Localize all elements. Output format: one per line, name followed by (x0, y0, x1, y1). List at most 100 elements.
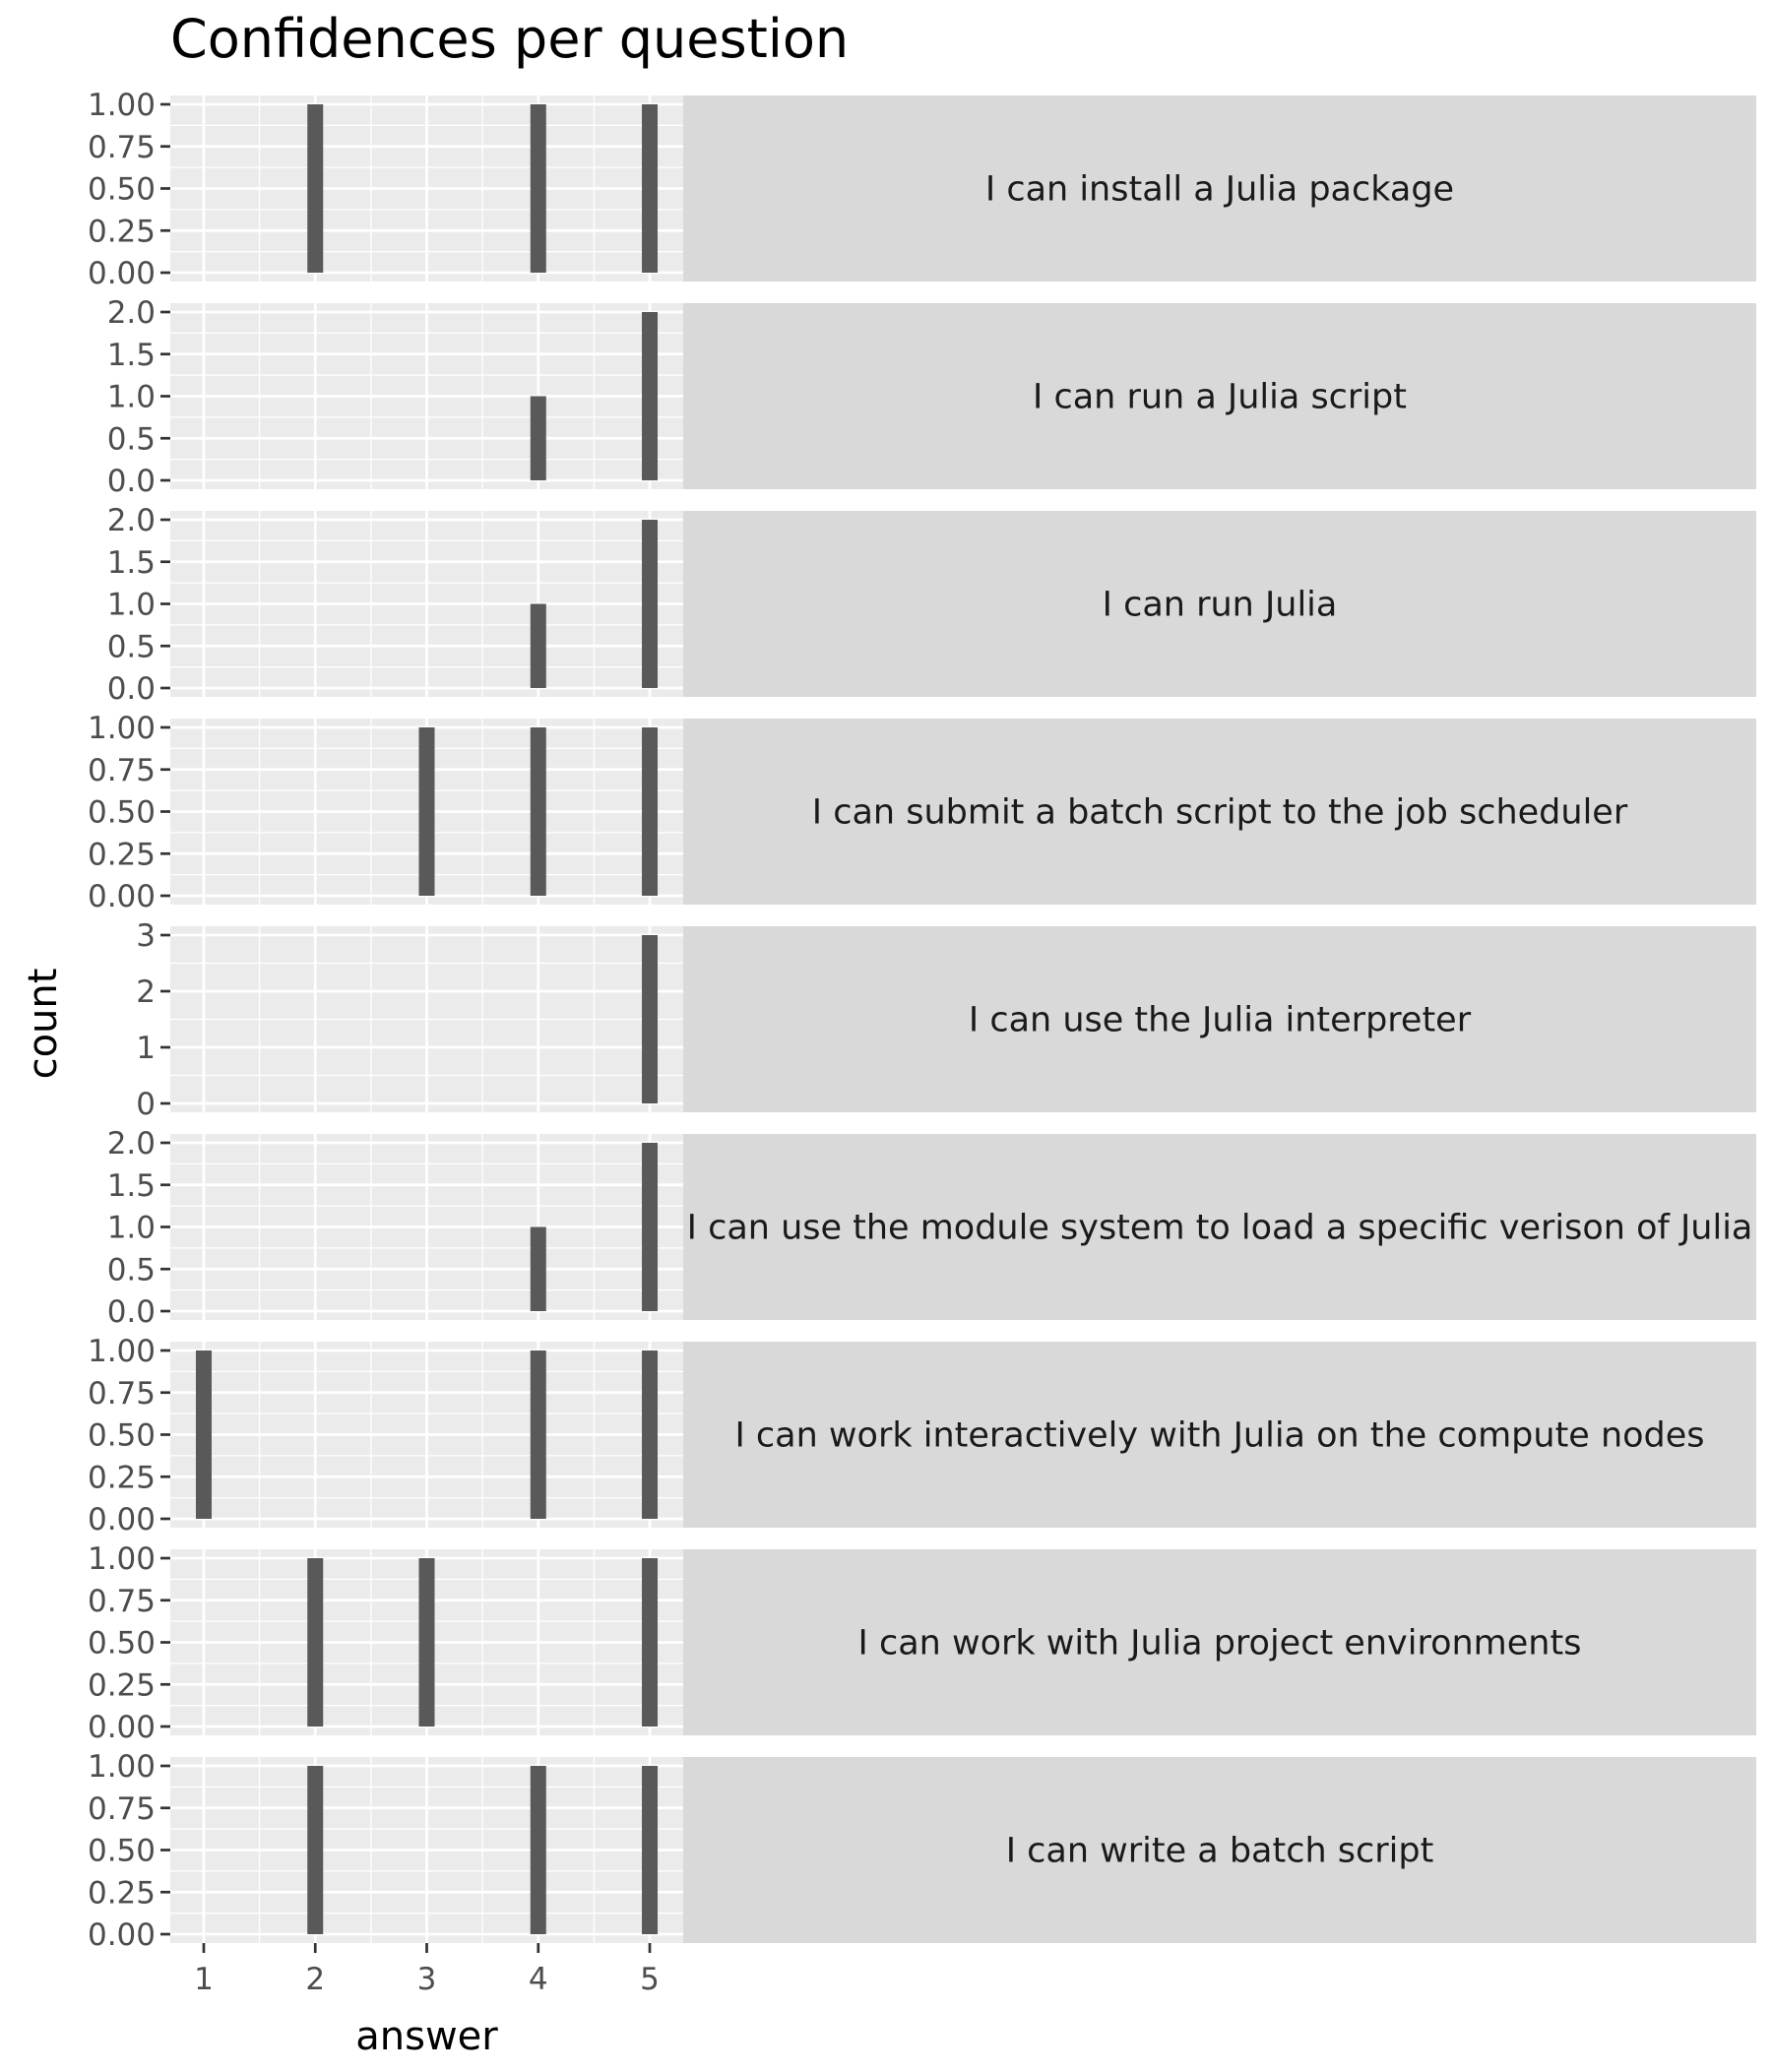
y-tick-label: 0.5 (107, 1252, 156, 1287)
facet-strip-label: I can use the module system to load a sp… (687, 1209, 1753, 1248)
bar (642, 104, 659, 273)
y-tick-label: 0.5 (107, 421, 156, 457)
facet-strip-label: I can run a Julia script (1033, 378, 1407, 417)
y-tick-label: 1.00 (88, 88, 156, 123)
y-tick-label: 1.00 (88, 1334, 156, 1369)
facet-strip-label: I can write a batch script (1006, 1832, 1434, 1871)
y-tick-label: 3 (136, 918, 156, 954)
facet-strip-label: I can work with Julia project environmen… (858, 1624, 1582, 1664)
facet-strip (683, 719, 1756, 905)
y-tick-label: 2 (136, 974, 156, 1010)
y-tick-label: 0.0 (107, 1294, 156, 1330)
bar (530, 603, 546, 688)
y-tick-label: 0.50 (88, 1418, 156, 1454)
bar (642, 1766, 659, 1934)
bar (418, 727, 435, 896)
x-axis: 1 2 3 4 5 (194, 1943, 660, 1997)
x-tick-label: 4 (529, 1962, 548, 1997)
y-tick-label: 1.00 (88, 1541, 156, 1577)
y-tick-label: 0.00 (88, 1710, 156, 1745)
y-tick-label: 1.00 (88, 1749, 156, 1785)
bar (307, 1558, 324, 1727)
y-tick-label: 1.5 (107, 545, 156, 581)
bar (418, 1558, 435, 1727)
y-tick-label: 0.0 (107, 464, 156, 499)
facet-panel: 0.00 0.25 0.50 0.75 1.00 I can write a batch … (88, 1749, 1756, 1953)
y-axis-title: count (21, 969, 66, 1080)
y-tick-label: 0.50 (88, 1626, 156, 1662)
facet-strip (683, 1134, 1756, 1320)
facet-strip-label: I can use the Julia interpreter (969, 1001, 1472, 1040)
y-tick-label: 0.50 (88, 172, 156, 208)
facet-panel: 0.00 0.25 0.50 0.75 1.00 I can submit a batch… (88, 711, 1756, 914)
facet-strip (683, 926, 1756, 1112)
facet-panel: 0 1 2 3 I can use the Julia interpreter (136, 918, 1756, 1122)
x-tick-label: 3 (417, 1962, 437, 1997)
y-tick-label: 0.75 (88, 1791, 156, 1827)
y-tick-label: 1.5 (107, 1168, 156, 1204)
facet-strip-label: I can work interactively with Julia on t… (734, 1416, 1704, 1456)
y-tick-label: 0.50 (88, 795, 156, 831)
y-tick-label: 0.75 (88, 1584, 156, 1619)
bar (642, 727, 659, 896)
bar (530, 1350, 546, 1519)
y-tick-label: 0.25 (88, 1460, 156, 1495)
bar (642, 935, 659, 1103)
y-tick-label: 0.25 (88, 1875, 156, 1911)
facet-panel: 0.00 0.25 0.50 0.75 1.00 I can work with Juli… (88, 1541, 1756, 1745)
y-tick-label: 0.00 (88, 256, 156, 291)
chart-title: Confidences per question (170, 8, 849, 70)
y-tick-label: 0.25 (88, 214, 156, 249)
facet-panel: 0.0 0.5 1.0 1.5 2.0 I can run a Julia script (107, 295, 1756, 499)
facet-strip (683, 95, 1756, 282)
bar (530, 396, 546, 480)
x-tick-label: 5 (640, 1962, 660, 1997)
facet-strip (683, 1549, 1756, 1735)
y-tick-label: 0.00 (88, 1917, 156, 1953)
y-tick-label: 1.0 (107, 1211, 156, 1246)
bar (642, 1143, 659, 1311)
facet-panels: 0.000.250.500.751.00I can install a Juli… (88, 88, 1756, 1953)
facet-strip-label: I can submit a batch script to the job s… (812, 793, 1628, 833)
facet-strip (683, 1342, 1756, 1528)
bar (530, 1226, 546, 1311)
y-tick-label: 0.00 (88, 879, 156, 914)
y-tick-label: 0.5 (107, 629, 156, 664)
y-tick-label: 0.00 (88, 1502, 156, 1538)
facet-panel: 0.00 0.25 0.50 0.75 1.00 I can install a Juli… (88, 88, 1756, 291)
y-tick-label: 0.25 (88, 837, 156, 872)
y-tick-label: 0.75 (88, 1376, 156, 1412)
bar (530, 104, 546, 273)
facet-panel: 0.0 0.5 1.0 1.5 2.0 I can run Julia (107, 503, 1756, 707)
bar (642, 312, 659, 480)
y-tick-label: 1.5 (107, 338, 156, 373)
y-tick-label: 2.0 (107, 1126, 156, 1162)
facet-strip-label: I can run Julia (1103, 586, 1338, 625)
y-tick-label: 0.25 (88, 1667, 156, 1703)
bar (307, 1766, 324, 1934)
x-tick-label: 2 (305, 1962, 325, 1997)
y-tick-label: 1.0 (107, 588, 156, 623)
facet-panel: 0.00 0.25 0.50 0.75 1.00 I can work interacti… (88, 1334, 1756, 1538)
y-tick-label: 2.0 (107, 295, 156, 331)
facet-strip (683, 1757, 1756, 1943)
y-tick-label: 1 (136, 1031, 156, 1066)
facet-strip (683, 303, 1756, 489)
bar (642, 1350, 659, 1519)
y-tick-label: 0.50 (88, 1834, 156, 1869)
y-tick-label: 0 (136, 1087, 156, 1122)
x-axis-title: answer (355, 2014, 498, 2059)
bar (530, 727, 546, 896)
y-tick-label: 0.0 (107, 671, 156, 707)
bar (642, 1558, 659, 1727)
facet-strip (683, 511, 1756, 697)
bar (530, 1766, 546, 1934)
bar (307, 104, 324, 273)
facet-strip-label: I can install a Julia package (985, 170, 1454, 210)
y-tick-label: 1.0 (107, 380, 156, 415)
y-tick-label: 1.00 (88, 711, 156, 746)
y-tick-label: 0.75 (88, 753, 156, 788)
bar (642, 520, 659, 688)
